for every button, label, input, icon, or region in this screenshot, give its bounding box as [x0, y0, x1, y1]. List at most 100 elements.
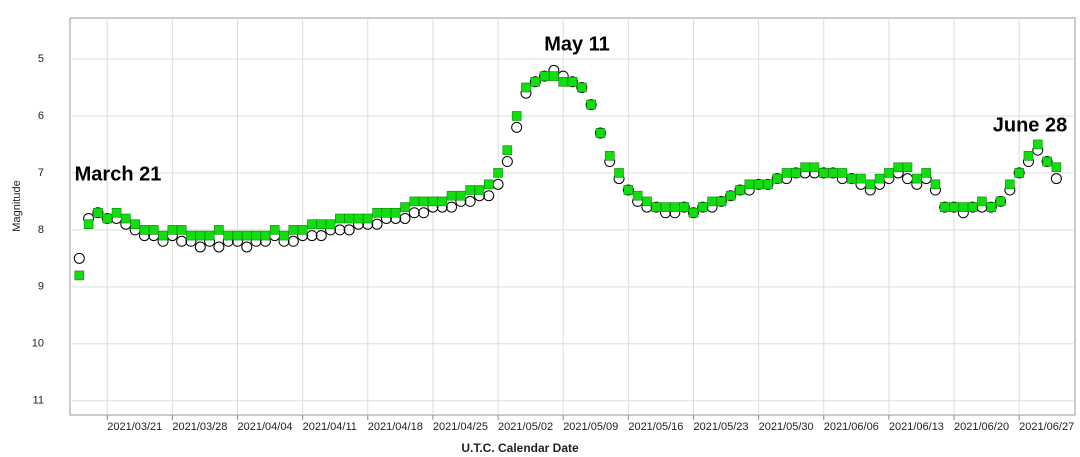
- square-point: [632, 190, 643, 201]
- circle-point: [697, 201, 709, 213]
- square-point: [232, 230, 243, 241]
- circle-point: [399, 212, 411, 224]
- y-tick-label: 8: [38, 224, 44, 236]
- circle-point: [1013, 167, 1025, 179]
- square-point: [139, 225, 150, 235]
- square-point: [297, 225, 308, 235]
- square-point: [279, 230, 289, 241]
- square-point: [642, 196, 652, 207]
- annotation: May 11: [544, 33, 610, 55]
- square-point: [577, 82, 587, 93]
- square-point: [604, 151, 615, 161]
- circle-point: [734, 184, 746, 196]
- circle-point: [464, 195, 476, 207]
- square-point: [651, 202, 662, 212]
- circle-point: [725, 190, 737, 202]
- square-point: [204, 230, 215, 241]
- square-point: [428, 196, 438, 207]
- circle-point: [585, 99, 597, 111]
- circle-point: [995, 195, 1007, 207]
- square-point: [148, 225, 159, 235]
- circle-point: [241, 241, 253, 253]
- square-point: [437, 196, 448, 207]
- square-point: [158, 230, 168, 241]
- square-point: [288, 225, 299, 235]
- square-point: [483, 179, 494, 190]
- square-point: [307, 219, 317, 229]
- square-point: [772, 173, 783, 184]
- x-tick-label: 2021/03/21: [107, 421, 162, 433]
- square-point: [995, 196, 1006, 207]
- y-tick-label: 9: [38, 281, 44, 293]
- x-tick-label: 2021/06/20: [954, 421, 1009, 433]
- square-point: [716, 196, 727, 207]
- square-point: [921, 168, 931, 178]
- square-point: [949, 202, 959, 212]
- square-point: [884, 168, 894, 178]
- square-point: [856, 173, 866, 184]
- square-point: [400, 202, 410, 212]
- square-point: [846, 173, 857, 184]
- square-point: [753, 179, 764, 190]
- square-point: [902, 162, 913, 173]
- square-point: [586, 99, 596, 110]
- square-point: [316, 219, 327, 229]
- square-point: [456, 190, 466, 201]
- square-point: [874, 173, 885, 184]
- square-point: [800, 162, 810, 173]
- square-point: [242, 230, 252, 241]
- square-point: [167, 225, 178, 235]
- square-point: [251, 230, 261, 241]
- x-tick-label: 2021/03/28: [172, 421, 227, 433]
- x-tick-label: 2021/06/27: [1019, 421, 1074, 433]
- square-point: [74, 270, 85, 281]
- x-tick-label: 2021/04/18: [368, 421, 423, 433]
- square-point: [1042, 156, 1052, 167]
- square-point: [707, 196, 717, 207]
- circle-point: [418, 207, 430, 219]
- square-point: [670, 202, 680, 212]
- square-point: [474, 185, 485, 195]
- square-point: [353, 213, 364, 224]
- square-point: [269, 225, 280, 235]
- square-point: [549, 71, 559, 81]
- square-point: [660, 202, 671, 212]
- y-tick-label: 6: [38, 110, 44, 122]
- square-point: [93, 207, 103, 218]
- square-point: [735, 185, 745, 195]
- circle-point: [594, 127, 606, 139]
- circle-point: [315, 230, 327, 242]
- square-point: [335, 213, 345, 224]
- square-point: [511, 111, 522, 121]
- square-point: [930, 179, 941, 190]
- y-tick-label: 5: [38, 53, 44, 65]
- square-point: [939, 202, 950, 212]
- square-point: [195, 230, 206, 241]
- square-point: [781, 168, 792, 178]
- circle-point: [446, 201, 458, 213]
- square-point: [567, 76, 578, 87]
- square-point: [1005, 179, 1015, 190]
- square-point: [623, 185, 634, 195]
- circle-point: [176, 235, 188, 247]
- square-point: [791, 168, 801, 178]
- square-point: [539, 71, 550, 81]
- x-tick-label: 2021/05/02: [498, 421, 553, 433]
- square-point: [111, 207, 122, 218]
- x-tick-label: 2021/06/06: [824, 421, 879, 433]
- square-point: [325, 219, 336, 229]
- square-point: [697, 202, 708, 212]
- circle-point: [576, 81, 588, 93]
- x-tick-label: 2021/06/13: [889, 421, 944, 433]
- square-point: [176, 225, 187, 235]
- square-point: [967, 202, 978, 212]
- y-axis-title: Magnitude: [11, 180, 23, 231]
- square-point: [409, 196, 420, 207]
- square-point: [372, 207, 382, 218]
- circle-point: [334, 224, 346, 236]
- square-point: [725, 190, 736, 201]
- x-tick-label: 2021/05/09: [563, 421, 618, 433]
- circle-point: [1041, 156, 1053, 168]
